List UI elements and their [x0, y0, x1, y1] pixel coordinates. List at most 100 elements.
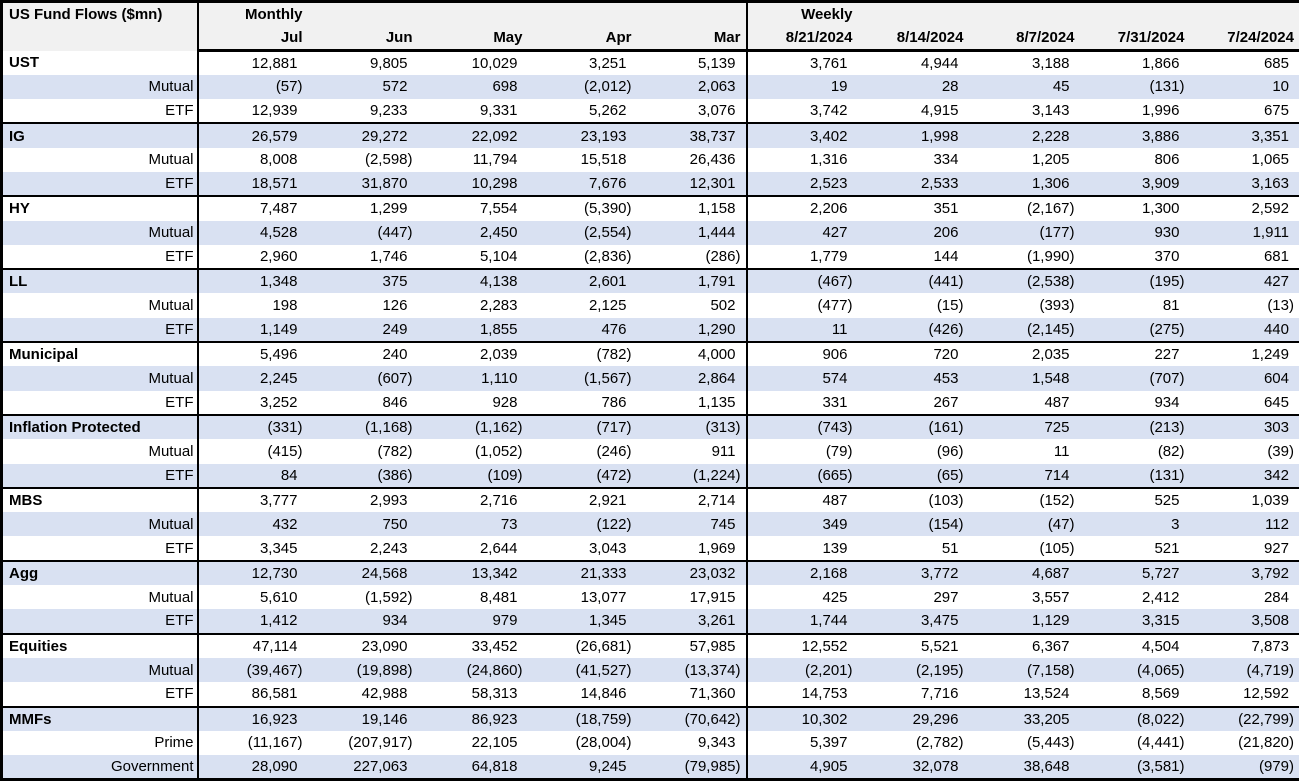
- value-cell: 2,993): [308, 488, 418, 512]
- table-row: Equities47,114)23,090)33,452)(26,681)57,…: [2, 634, 1299, 658]
- header-spacer: [969, 2, 1080, 27]
- header-spacer: [858, 2, 969, 27]
- value-cell: (665): [747, 464, 858, 488]
- value-cell: 1,998): [858, 123, 969, 147]
- value-cell: 28,090): [198, 755, 308, 779]
- value-cell: (7,158): [969, 658, 1080, 682]
- value-cell: 5,104): [418, 245, 528, 269]
- value-cell: 45): [969, 75, 1080, 99]
- value-cell: 3,043): [528, 536, 637, 560]
- value-cell: 2,960): [198, 245, 308, 269]
- value-cell: 934): [1080, 391, 1190, 415]
- value-cell: 297): [858, 585, 969, 609]
- value-cell: 572): [308, 75, 418, 99]
- value-cell: 2,125): [528, 293, 637, 317]
- value-cell: 525): [1080, 488, 1190, 512]
- table-row: ETF12,939)9,233)9,331)5,262)3,076)3,742)…: [2, 99, 1299, 123]
- value-cell: 7,487): [198, 196, 308, 220]
- value-cell: (386): [308, 464, 418, 488]
- value-cell: 14,753): [747, 682, 858, 706]
- column-header: 7/31/2024: [1080, 27, 1190, 51]
- value-cell: (707): [1080, 366, 1190, 390]
- value-cell: 806): [1080, 148, 1190, 172]
- value-cell: 9,805): [308, 51, 418, 75]
- table-row: ETF3,345)2,243)2,644)3,043)1,969)139)51)…: [2, 536, 1299, 560]
- value-cell: 21,333): [528, 561, 637, 585]
- value-cell: 198): [198, 293, 308, 317]
- value-cell: 476): [528, 318, 637, 342]
- value-cell: 22,105): [418, 731, 528, 755]
- value-cell: 331): [747, 391, 858, 415]
- value-cell: 284): [1190, 585, 1299, 609]
- value-cell: 3,508): [1190, 609, 1299, 633]
- value-cell: 375): [308, 269, 418, 293]
- value-cell: 86,923): [418, 707, 528, 731]
- value-cell: 3,742): [747, 99, 858, 123]
- value-cell: 38,648): [969, 755, 1080, 779]
- value-cell: 7,554): [418, 196, 528, 220]
- value-cell: (213): [1080, 415, 1190, 439]
- value-cell: 7,873): [1190, 634, 1299, 658]
- value-cell: 2,864): [637, 366, 747, 390]
- value-cell: 126): [308, 293, 418, 317]
- table-row: HY7,487)1,299)7,554)(5,390)1,158)2,206)3…: [2, 196, 1299, 220]
- value-cell: 745): [637, 512, 747, 536]
- value-cell: 12,939): [198, 99, 308, 123]
- value-cell: 1,744): [747, 609, 858, 633]
- value-cell: 685): [1190, 51, 1299, 75]
- value-cell: (79): [747, 439, 858, 463]
- value-cell: (4,719): [1190, 658, 1299, 682]
- value-cell: 12,730): [198, 561, 308, 585]
- value-cell: 934): [308, 609, 418, 633]
- value-cell: (477): [747, 293, 858, 317]
- value-cell: 5,727): [1080, 561, 1190, 585]
- value-cell: 4,687): [969, 561, 1080, 585]
- value-cell: 645): [1190, 391, 1299, 415]
- value-cell: 24,568): [308, 561, 418, 585]
- value-cell: 2,243): [308, 536, 418, 560]
- value-cell: 427): [747, 221, 858, 245]
- value-cell: 3,143): [969, 99, 1080, 123]
- value-cell: (131): [1080, 75, 1190, 99]
- value-cell: 3,315): [1080, 609, 1190, 633]
- row-label: ETF: [2, 245, 198, 269]
- value-cell: 334): [858, 148, 969, 172]
- value-cell: 3,792): [1190, 561, 1299, 585]
- value-cell: 2,921): [528, 488, 637, 512]
- value-cell: (154): [858, 512, 969, 536]
- value-cell: 84): [198, 464, 308, 488]
- header-spacer: [528, 2, 637, 27]
- value-cell: 1,996): [1080, 99, 1190, 123]
- row-label: Mutual: [2, 512, 198, 536]
- value-cell: 1,300): [1080, 196, 1190, 220]
- value-cell: 18,571): [198, 172, 308, 196]
- value-cell: (82): [1080, 439, 1190, 463]
- table-row: ETF18,571)31,870)10,298)7,676)12,301)2,5…: [2, 172, 1299, 196]
- value-cell: 3,251): [528, 51, 637, 75]
- row-label: Mutual: [2, 585, 198, 609]
- value-cell: 8,481): [418, 585, 528, 609]
- value-cell: 9,343): [637, 731, 747, 755]
- column-header: May: [418, 27, 528, 51]
- row-label: Mutual: [2, 293, 198, 317]
- value-cell: 16,923): [198, 707, 308, 731]
- row-label: ETF: [2, 536, 198, 560]
- value-cell: 2,063): [637, 75, 747, 99]
- table-row: Mutual198)126)2,283)2,125)502)(477)(15)(…: [2, 293, 1299, 317]
- value-cell: (426): [858, 318, 969, 342]
- value-cell: (979): [1190, 755, 1299, 779]
- value-cell: 2,644): [418, 536, 528, 560]
- value-cell: (21,820): [1190, 731, 1299, 755]
- value-cell: 1,129): [969, 609, 1080, 633]
- value-cell: 112): [1190, 512, 1299, 536]
- value-cell: 487): [747, 488, 858, 512]
- value-cell: (41,527): [528, 658, 637, 682]
- value-cell: 1,299): [308, 196, 418, 220]
- value-cell: 5,610): [198, 585, 308, 609]
- value-cell: 906): [747, 342, 858, 366]
- group-label: MBS: [2, 488, 198, 512]
- value-cell: 4,528): [198, 221, 308, 245]
- value-cell: 1,345): [528, 609, 637, 633]
- value-cell: (13,374): [637, 658, 747, 682]
